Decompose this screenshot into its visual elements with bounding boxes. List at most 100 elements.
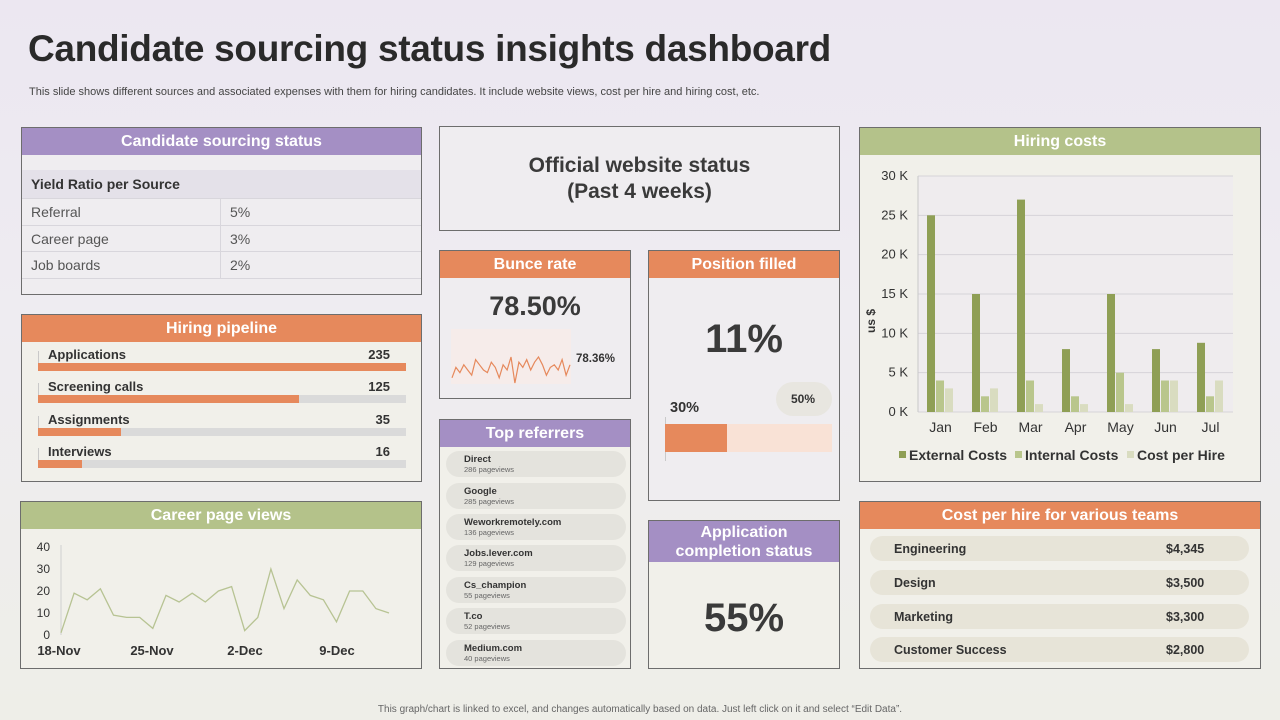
pipeline-label: Applications <box>48 347 127 362</box>
website-status-line1: Official website status <box>528 154 751 177</box>
bounce-spark-label: 78.36% <box>576 353 616 365</box>
pipeline-track <box>38 363 406 371</box>
pipeline-label: Assignments <box>48 412 130 427</box>
series-line <box>60 566 390 634</box>
bar-cost-per-hire <box>1215 380 1223 412</box>
list-item[interactable]: Jobs.lever.com 129 pageviews <box>446 545 626 571</box>
legend-swatch <box>1127 451 1134 458</box>
referrer-views: 129 pageviews <box>464 559 515 568</box>
x-tick-label: 2-Dec <box>227 643 262 658</box>
yield-table-header: Yield Ratio per Source <box>22 170 421 199</box>
list-item[interactable]: T.co 52 pageviews <box>446 608 626 634</box>
list-item[interactable]: Cs_champion 55 pageviews <box>446 577 626 603</box>
pipeline-label: Interviews <box>48 444 112 459</box>
position-filled-panel: Position filled 11% 50% 30% <box>648 250 840 501</box>
pipeline-track <box>38 428 406 436</box>
website-status-title: Official website status (Past 4 weeks) <box>440 153 839 205</box>
list-item[interactable]: Google 285 pageviews <box>446 483 626 509</box>
career-views-chart: 0 10 20 30 40 18-Nov 25-Nov 2-Dec 9-Dec <box>37 540 390 658</box>
table-row: Career page 3% <box>22 225 421 252</box>
referrer-views: 286 pageviews <box>464 465 515 474</box>
bar-internal-costs <box>936 380 944 412</box>
x-tick-label: Mar <box>1018 419 1042 435</box>
referrer-views: 52 pageviews <box>464 622 510 631</box>
y-tick-label: 0 K <box>888 404 908 419</box>
bar-external-costs <box>1107 294 1115 412</box>
position-bubble <box>776 382 832 416</box>
bar-cost-per-hire <box>1035 404 1043 412</box>
bar-external-costs <box>1017 199 1025 412</box>
x-tick-label: 9-Dec <box>319 643 354 658</box>
team-cost: $3,300 <box>1166 610 1205 624</box>
list-item[interactable]: Weworkremotely.com 136 pageviews <box>446 514 626 540</box>
legend-label: External Costs <box>909 447 1007 463</box>
pipeline-fill <box>38 363 406 371</box>
y-tick-label: 10 K <box>881 325 908 340</box>
team-name: Marketing <box>894 610 954 624</box>
table-row: Job boards 2% <box>22 252 421 279</box>
table-row: Referral 5% <box>22 199 421 226</box>
x-tick-label: Apr <box>1065 419 1087 435</box>
pipeline-fill <box>38 395 300 403</box>
source-name: Referral <box>22 199 221 225</box>
source-ratio: 5% <box>230 204 251 220</box>
bar-cost-per-hire <box>1080 404 1088 412</box>
position-filled-title: Position filled <box>649 251 839 278</box>
list-item[interactable]: Medium.com 40 pageviews <box>446 640 626 666</box>
pipeline-track <box>38 460 406 468</box>
bar-cost-per-hire <box>1125 404 1133 412</box>
bar-cost-per-hire <box>945 388 953 412</box>
legend-swatch <box>1015 451 1022 458</box>
team-name: Design <box>894 576 936 590</box>
sourcing-panel: Candidate sourcing status Yield Ratio pe… <box>21 127 422 295</box>
pipeline-track <box>38 395 406 403</box>
referrer-views: 285 pageviews <box>464 497 515 506</box>
position-bar-track <box>665 424 832 452</box>
x-tick-label: Jan <box>929 419 952 435</box>
position-bar-fill <box>665 424 727 452</box>
team-costs-title: Cost per hire for various teams <box>860 502 1260 529</box>
pipeline-value: 16 <box>375 444 390 459</box>
referrer-views: 40 pageviews <box>464 654 510 663</box>
referrer-name: Google <box>464 486 497 497</box>
bar-external-costs <box>1197 342 1205 412</box>
list-item[interactable]: Direct 286 pageviews <box>446 451 626 477</box>
hiring-costs-chart: 0 K 5 K 10 K 15 K 20 K 25 K 30 K us $ Jan Feb Mar A… <box>864 168 1233 463</box>
sparkline <box>451 355 571 384</box>
team-cost: $4,345 <box>1166 542 1205 556</box>
pipeline-panel: Hiring pipeline Applications 235 Screeni… <box>21 314 422 482</box>
bar-external-costs <box>927 215 935 412</box>
x-tick-label: 25-Nov <box>130 643 174 658</box>
legend-label: Cost per Hire <box>1137 447 1225 463</box>
bar-external-costs <box>1152 349 1160 412</box>
bar-internal-costs <box>1161 380 1169 412</box>
pipeline-fill <box>38 460 83 468</box>
bounce-rate-panel: Bunce rate 78.50% 78.36% <box>439 250 631 399</box>
completion-panel: Application completion status 55% <box>648 520 840 669</box>
completion-title: Application completion status <box>649 521 839 562</box>
hiring-costs-panel: Hiring costs 0 K 5 K 10 K 15 K 20 K 25 K 30 K u… <box>859 127 1261 482</box>
bar-cost-per-hire <box>1170 380 1178 412</box>
bar-internal-costs <box>1071 396 1079 412</box>
team-cost: $3,500 <box>1166 576 1205 590</box>
source-name: Career page <box>22 225 221 251</box>
y-tick-label: 5 K <box>888 365 908 380</box>
bar-internal-costs <box>1116 372 1124 412</box>
hiring-costs-title: Hiring costs <box>860 128 1260 155</box>
page-subtitle: This slide shows different sources and a… <box>29 86 760 98</box>
y-tick-label: 40 <box>37 540 51 554</box>
legend-label: Internal Costs <box>1025 447 1119 463</box>
source-name: Job boards <box>22 252 221 278</box>
pipeline-label: Screening calls <box>48 379 144 394</box>
bar-cost-per-hire <box>990 388 998 412</box>
list-item: Customer Success $2,800 <box>870 637 1249 662</box>
bar-internal-costs <box>1026 380 1034 412</box>
pipeline-fill <box>38 428 121 436</box>
pipeline-tick <box>38 448 39 468</box>
y-tick-label: 30 <box>37 562 51 576</box>
y-tick-label: 30 K <box>881 168 908 183</box>
bar-external-costs <box>972 294 980 412</box>
sparkline-bg <box>451 329 571 384</box>
referrer-name: Jobs.lever.com <box>464 548 533 559</box>
pipeline-tick <box>38 351 39 371</box>
